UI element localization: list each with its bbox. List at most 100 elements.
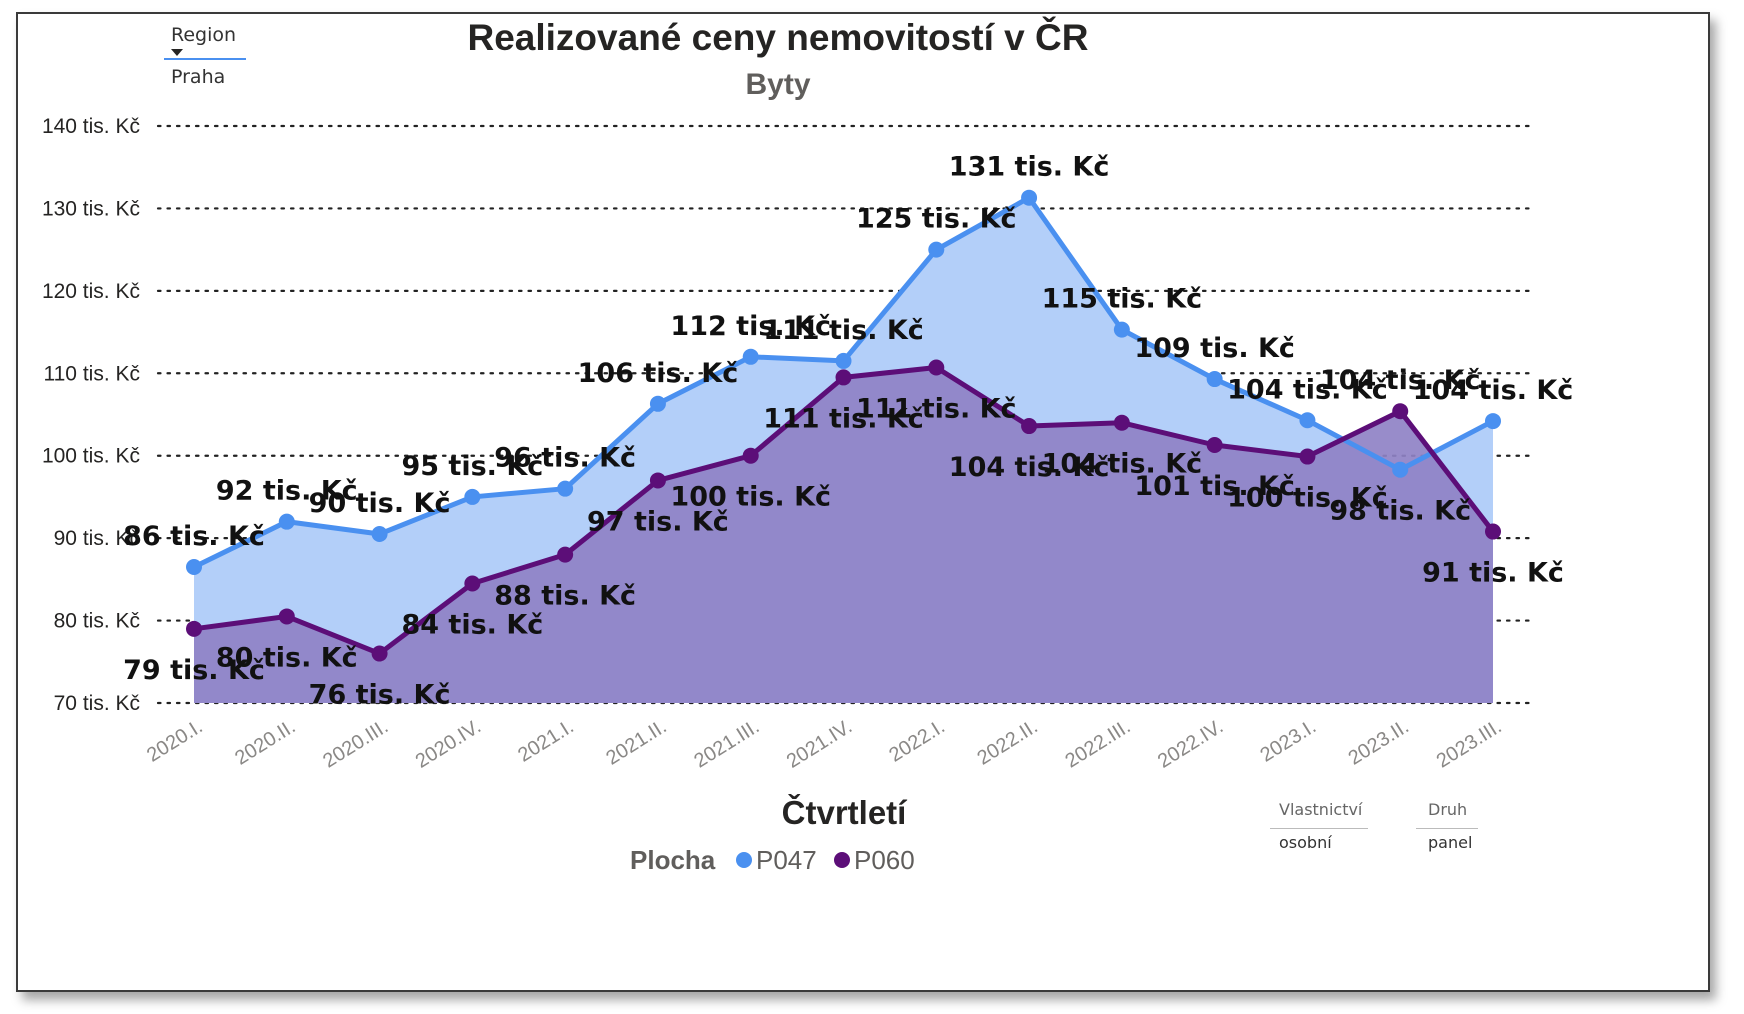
x-tick-label: 2021.I. bbox=[514, 716, 578, 767]
type-slicer-underline bbox=[1416, 828, 1478, 829]
data-label: 100 tis. Kč bbox=[670, 482, 831, 513]
point-p060-11[interactable] bbox=[1206, 436, 1223, 453]
point-p060-0[interactable] bbox=[186, 620, 202, 637]
data-label: 111 tis. Kč bbox=[763, 403, 924, 434]
point-p060-13[interactable] bbox=[1392, 403, 1409, 420]
legend-label-p060[interactable]: P060 bbox=[854, 845, 915, 875]
y-tick-label: 100 tis. Kč bbox=[42, 445, 140, 468]
data-label: 90 tis. Kč bbox=[309, 488, 451, 519]
legend-title: Plocha bbox=[630, 845, 716, 875]
x-tick-label: 2021.III. bbox=[690, 716, 763, 773]
chart-frame: Realizované ceny nemovitostí v ČR Byty 7… bbox=[16, 12, 1710, 992]
point-p060-6[interactable] bbox=[742, 447, 759, 464]
x-tick-label: 2021.IV. bbox=[783, 716, 856, 773]
point-p060-7[interactable] bbox=[835, 369, 852, 386]
point-p060-14[interactable] bbox=[1485, 523, 1501, 540]
x-tick-label: 2022.I. bbox=[885, 716, 949, 767]
point-p060-2[interactable] bbox=[371, 645, 388, 662]
point-p060-1[interactable] bbox=[278, 608, 295, 625]
y-tick-label: 140 tis. Kč bbox=[42, 115, 140, 138]
point-p047-11[interactable] bbox=[1206, 371, 1223, 388]
point-p047-13[interactable] bbox=[1392, 461, 1409, 478]
point-p047-7[interactable] bbox=[835, 352, 852, 369]
ownership-slicer-label: Vlastnictví bbox=[1279, 800, 1363, 819]
point-p047-12[interactable] bbox=[1299, 412, 1316, 429]
x-tick-label: 2023.I. bbox=[1257, 716, 1321, 767]
data-label: 97 tis. Kč bbox=[587, 506, 729, 537]
region-slicer-label: Region bbox=[171, 24, 237, 46]
y-tick-label: 90 tis. Kč bbox=[54, 527, 140, 550]
type-slicer[interactable]: Druh panel bbox=[1416, 800, 1478, 852]
region-slicer[interactable]: Region Praha bbox=[164, 24, 246, 88]
type-slicer-value[interactable]: panel bbox=[1428, 833, 1473, 852]
legend-marker-p047 bbox=[736, 852, 752, 868]
point-p060-8[interactable] bbox=[928, 359, 945, 376]
data-label: 112 tis. Kč bbox=[670, 311, 831, 342]
data-label: 95 tis. Kč bbox=[401, 451, 543, 482]
point-p060-4[interactable] bbox=[557, 546, 574, 563]
data-label: 104 tis. Kč bbox=[1320, 365, 1481, 396]
data-label: 98 tis. Kč bbox=[1329, 496, 1471, 527]
point-p047-9[interactable] bbox=[1021, 189, 1038, 206]
data-label: 80 tis. Kč bbox=[216, 642, 358, 673]
data-labels: 86 tis. Kč 79 tis. Kč 92 tis. Kč 80 tis. Kč… bbox=[123, 152, 1573, 711]
data-label: 104 tis. Kč bbox=[1042, 449, 1203, 480]
point-p047-8[interactable] bbox=[928, 241, 945, 258]
data-label: 125 tis. Kč bbox=[856, 204, 1017, 235]
data-label: 104 tis. Kč bbox=[1227, 374, 1388, 405]
point-p060-5[interactable] bbox=[649, 472, 666, 489]
x-axis-title: Čtvrtletí bbox=[782, 793, 909, 831]
point-p060-3[interactable] bbox=[464, 575, 481, 592]
region-slicer-underline bbox=[164, 58, 246, 60]
data-label: 84 tis. Kč bbox=[401, 609, 543, 640]
region-dropdown-caret-icon[interactable] bbox=[171, 49, 183, 56]
point-p060-9[interactable] bbox=[1021, 418, 1038, 435]
y-tick-label: 110 tis. Kč bbox=[44, 362, 141, 385]
point-p060-10[interactable] bbox=[1113, 414, 1130, 431]
point-p047-6[interactable] bbox=[742, 348, 759, 365]
x-tick-label: 2021.II. bbox=[602, 716, 670, 770]
x-tick-label: 2023.II. bbox=[1345, 716, 1413, 770]
region-slicer-value[interactable]: Praha bbox=[171, 66, 226, 88]
chart-subtitle: Byty bbox=[745, 68, 810, 101]
point-p047-3[interactable] bbox=[464, 488, 481, 505]
point-p047-5[interactable] bbox=[649, 395, 666, 412]
x-tick-label: 2020.I. bbox=[143, 716, 207, 767]
data-label: 111 tis. Kč bbox=[856, 394, 1017, 425]
data-label: 104 tis. Kč bbox=[949, 452, 1110, 483]
price-chart: Realizované ceny nemovitostí v ČR Byty 7… bbox=[42, 16, 1573, 875]
point-p047-1[interactable] bbox=[278, 513, 295, 530]
points bbox=[186, 189, 1501, 662]
y-tick-label: 80 tis. Kč bbox=[54, 610, 140, 633]
legend-marker-p060 bbox=[834, 852, 850, 868]
data-label: 101 tis. Kč bbox=[1134, 471, 1295, 502]
x-tick-label: 2020.IV. bbox=[412, 716, 485, 773]
data-label: 79 tis. Kč bbox=[123, 655, 265, 686]
x-tick-label: 2020.III. bbox=[319, 716, 392, 773]
y-tick-label: 120 tis. Kč bbox=[42, 280, 140, 303]
point-p047-10[interactable] bbox=[1113, 321, 1130, 338]
y-tick-label: 70 tis. Kč bbox=[54, 692, 140, 715]
legend-label-p047[interactable]: P047 bbox=[756, 845, 817, 875]
x-tick-label: 2022.II. bbox=[973, 716, 1041, 770]
point-p060-12[interactable] bbox=[1299, 448, 1316, 465]
data-label: 88 tis. Kč bbox=[494, 581, 636, 612]
chart-title: Realizované ceny nemovitostí v ČR bbox=[468, 16, 1089, 58]
data-label: 91 tis. Kč bbox=[1422, 558, 1564, 589]
ownership-slicer[interactable]: Vlastnictví osobní bbox=[1270, 800, 1368, 852]
ownership-slicer-underline bbox=[1270, 828, 1368, 829]
point-p047-14[interactable] bbox=[1485, 413, 1501, 430]
data-label: 100 tis. Kč bbox=[1227, 483, 1388, 514]
y-tick-label: 130 tis. Kč bbox=[42, 197, 140, 220]
point-p047-0[interactable] bbox=[186, 558, 202, 575]
data-label: 96 tis. Kč bbox=[494, 443, 636, 474]
x-tick-label: 2022.IV. bbox=[1154, 716, 1227, 773]
data-label: 76 tis. Kč bbox=[309, 680, 451, 711]
data-label: 104 tis. Kč bbox=[1413, 375, 1574, 406]
legend: Plocha P047 P060 bbox=[630, 845, 915, 875]
point-p047-4[interactable] bbox=[557, 480, 574, 497]
x-tick-label: 2023.III. bbox=[1433, 716, 1506, 773]
ownership-slicer-value[interactable]: osobní bbox=[1279, 833, 1332, 852]
point-p047-2[interactable] bbox=[371, 526, 388, 543]
data-label: 115 tis. Kč bbox=[1042, 284, 1203, 315]
